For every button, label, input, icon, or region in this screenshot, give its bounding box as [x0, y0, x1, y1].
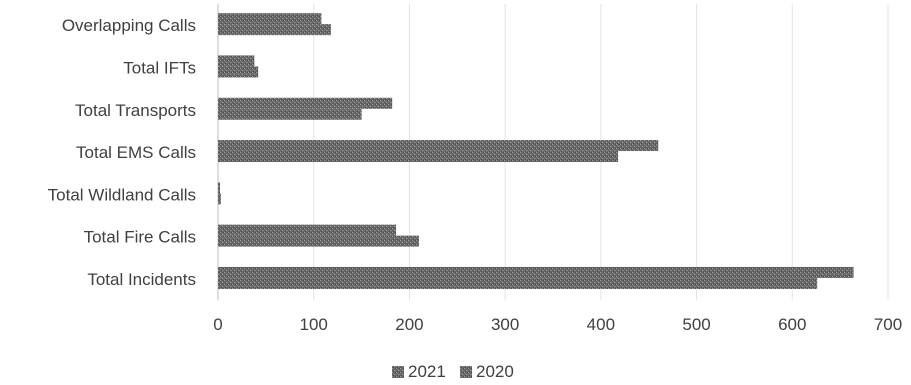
bar-2021-5: [218, 224, 397, 236]
legend-swatch-2020: [460, 366, 472, 378]
x-tick-label: 500: [682, 315, 710, 334]
category-labels: Overlapping Calls Total IFTs Total Transpo…: [48, 16, 196, 289]
x-tick-label: 200: [395, 315, 423, 334]
legend-label-2021: 2021: [408, 362, 446, 381]
x-tick-label: 700: [874, 315, 902, 334]
x-tick-label: 0: [213, 315, 222, 334]
bar-2021-6: [218, 266, 854, 278]
category-label: Total EMS Calls: [76, 143, 196, 162]
category-label: Total Transports: [75, 101, 196, 120]
bar-2021-0: [218, 13, 322, 25]
category-label: Total Incidents: [87, 270, 196, 289]
bar-2020-0: [218, 24, 331, 36]
x-tick-label: 100: [300, 315, 328, 334]
category-label: Total IFTs: [123, 58, 196, 77]
x-tick-label: 400: [587, 315, 615, 334]
bar-2021-1: [218, 55, 255, 67]
bar-2020-2: [218, 108, 362, 120]
x-tick-label: 300: [491, 315, 519, 334]
category-label: Total Wildland Calls: [48, 185, 196, 204]
x-axis-tick-labels: 0 100 200 300 400 500 600 700: [213, 315, 902, 334]
bar-2021-4: [218, 182, 220, 194]
legend-swatch-2021: [392, 366, 404, 378]
category-label: Total Fire Calls: [84, 228, 196, 247]
bar-2020-3: [218, 151, 619, 163]
bar-2020-6: [218, 277, 818, 289]
legend-label-2020: 2020: [476, 362, 514, 381]
x-tick-label: 600: [778, 315, 806, 334]
category-label: Overlapping Calls: [62, 16, 196, 35]
bars: [218, 13, 854, 289]
bar-2021-2: [218, 97, 393, 109]
bar-2020-5: [218, 235, 419, 247]
legend: 2021 2020: [392, 362, 514, 381]
bar-2020-4: [218, 193, 221, 205]
bar-2021-3: [218, 140, 659, 152]
bar-2020-1: [218, 66, 259, 78]
